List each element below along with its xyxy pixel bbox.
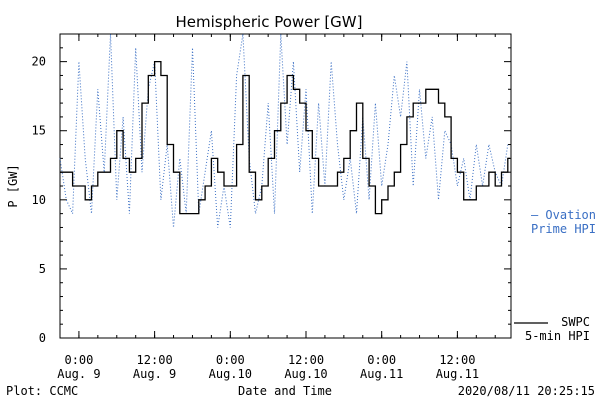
plot-timestamp: 2020/08/11 20:25:15 [458, 384, 595, 398]
y-tick-label: 15 [32, 124, 46, 138]
x-tick-label-date: Aug.10 [284, 367, 327, 381]
plot-credit: Plot: CCMC [6, 384, 78, 398]
chart-title: Hemispheric Power [GW] [176, 13, 363, 31]
y-tick-label: 0 [39, 331, 46, 345]
plot-frame [59, 33, 512, 339]
series-layer [59, 33, 510, 228]
y-axis-label: P [GW] [6, 164, 20, 207]
x-tick-label-time: 0:00 [367, 353, 396, 367]
legend-ovation-line1: — Ovation [531, 208, 596, 222]
x-tick-label-date: Aug.10 [209, 367, 252, 381]
legend-swpc-line2: 5-min HPI [525, 329, 590, 343]
x-tick-label-time: 12:00 [288, 353, 324, 367]
x-tick-label-date: Aug.11 [436, 367, 479, 381]
x-tick-label-date: Aug. 9 [57, 367, 100, 381]
series-swpc-line [60, 60, 510, 215]
series-ovation-line [59, 33, 509, 228]
x-tick-label-time: 0:00 [64, 353, 93, 367]
legend-ovation-line2: Prime HPI [531, 222, 596, 236]
y-tick-label: 10 [32, 193, 46, 207]
y-tick-label: 20 [32, 55, 46, 69]
x-tick-label-time: 12:00 [439, 353, 475, 367]
x-tick-label-date: Aug.11 [360, 367, 403, 381]
y-tick-label: 5 [39, 262, 46, 276]
y-axis: 0 5 10 15 20 [32, 47, 511, 345]
x-tick-label-time: 0:00 [216, 353, 245, 367]
x-tick-label-time: 12:00 [137, 353, 173, 367]
x-axis-label: Date and Time [238, 384, 332, 398]
legend-swpc-line1: SWPC [561, 315, 590, 329]
x-tick-label-date: Aug. 9 [133, 367, 176, 381]
